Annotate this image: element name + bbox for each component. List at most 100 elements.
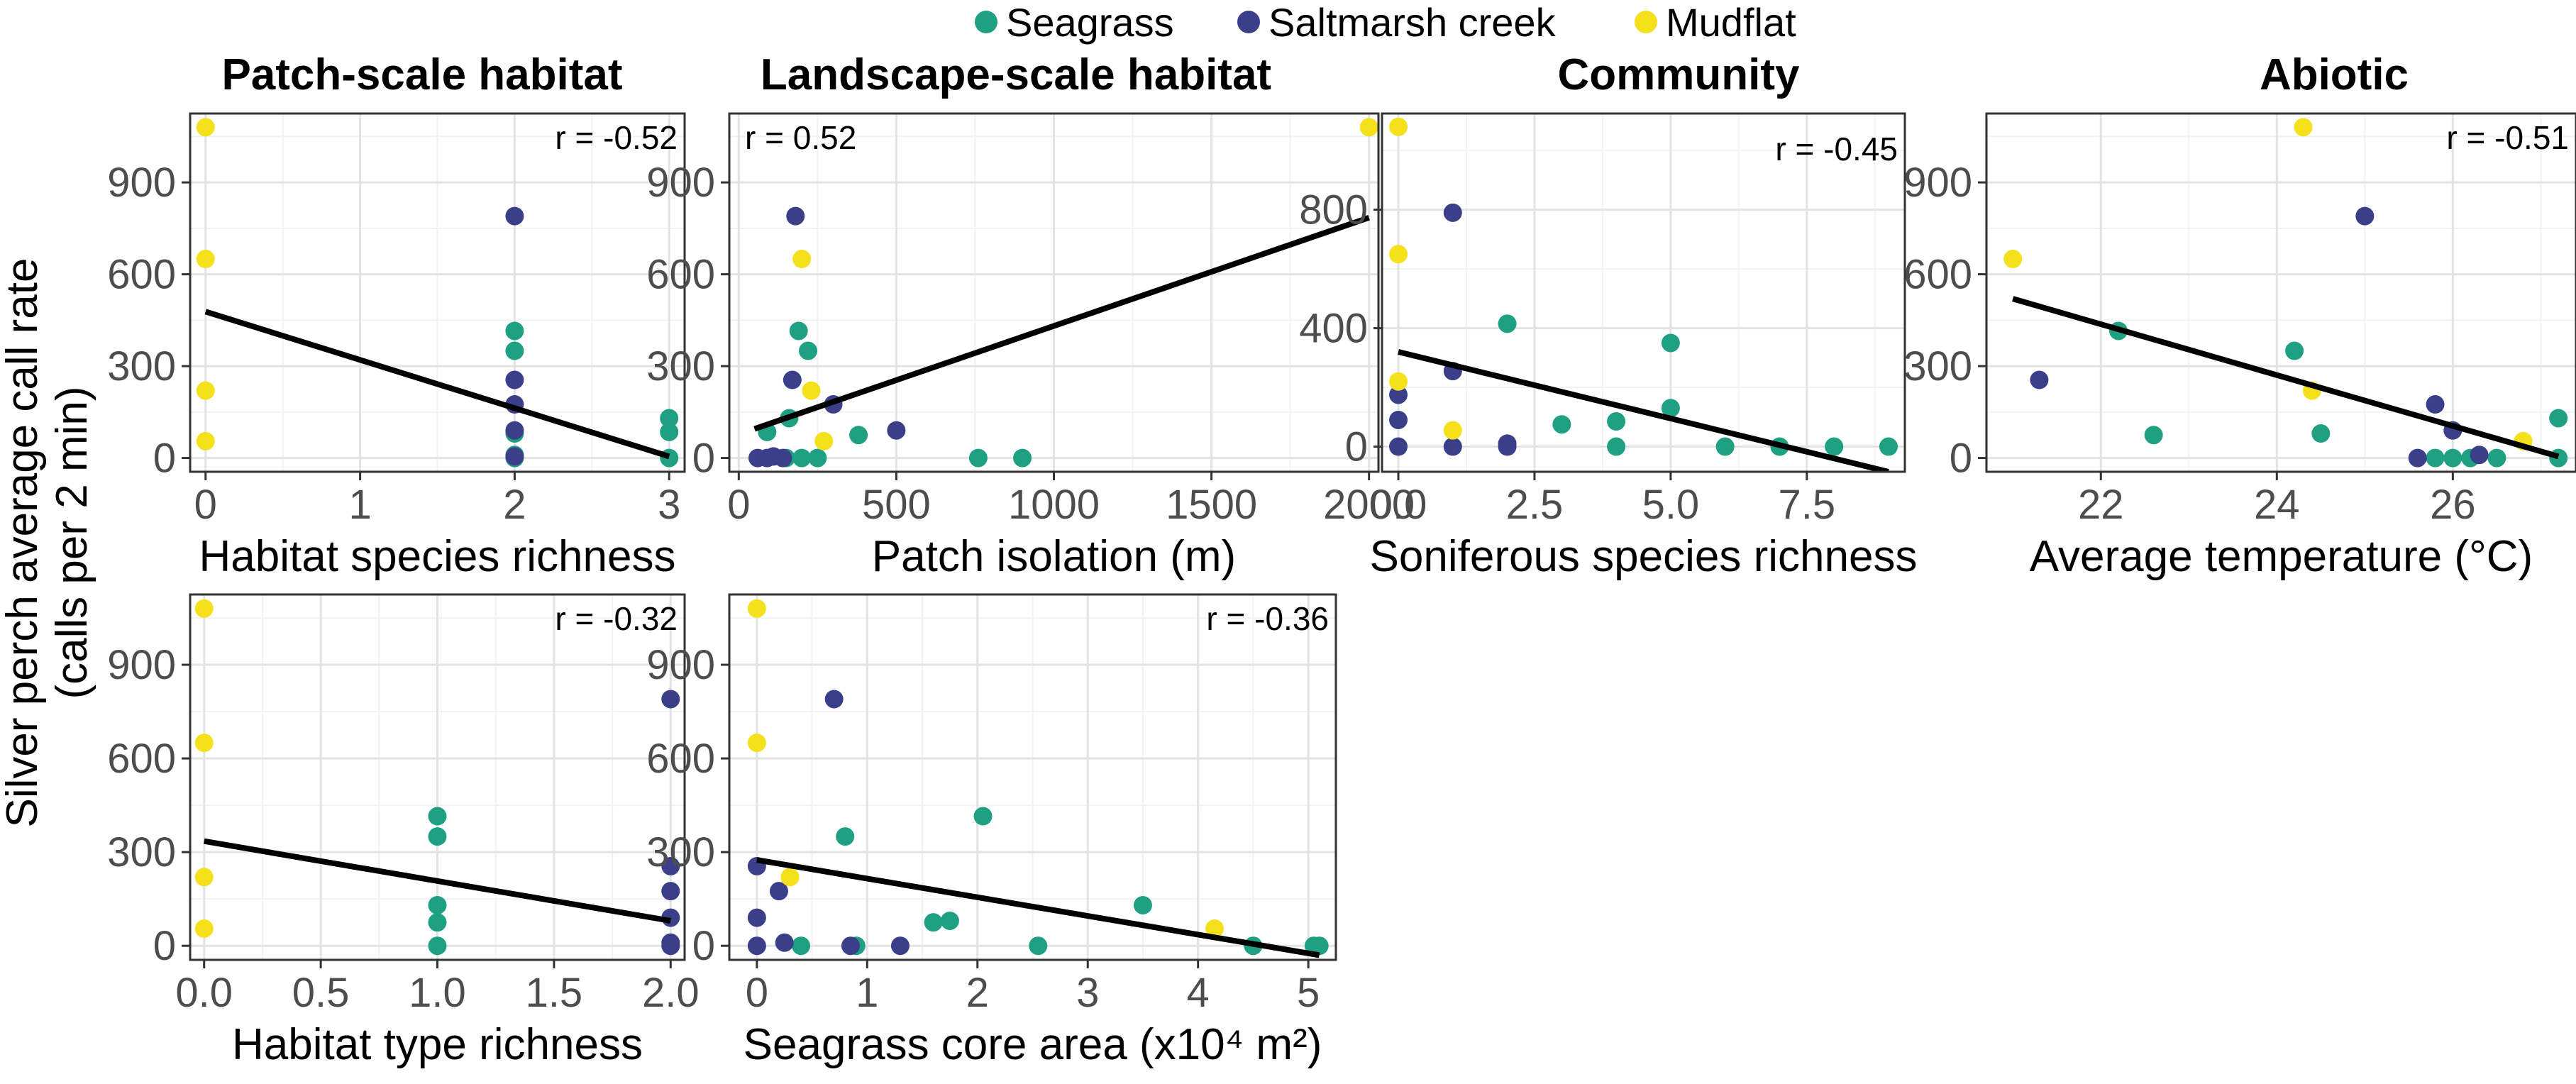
x-tick-label: 2.5 — [1506, 482, 1564, 528]
x-axis-label: Patch isolation (m) — [872, 532, 1236, 581]
point-saltmarsh-creek — [2470, 446, 2489, 465]
point-seagrass — [799, 341, 818, 360]
point-saltmarsh-creek — [890, 936, 910, 956]
x-tick-label: 1 — [856, 970, 878, 1016]
point-mudflat — [792, 250, 812, 269]
point-seagrass — [505, 321, 524, 341]
x-axis-label: Average temperature (°C) — [2030, 532, 2533, 581]
y-tick-label: 600 — [107, 252, 176, 298]
correlation-label: r = 0.52 — [745, 119, 856, 156]
point-mudflat — [196, 381, 215, 400]
panel-title: Landscape-scale habitat — [761, 50, 1271, 99]
point-mudflat — [814, 431, 834, 450]
point-saltmarsh-creek — [661, 882, 680, 901]
trend-line — [204, 838, 671, 924]
point-mudflat — [1359, 118, 1378, 137]
point-saltmarsh-creek — [661, 856, 680, 875]
point-saltmarsh-creek — [783, 370, 802, 389]
y-tick-label: 600 — [646, 252, 715, 298]
x-tick-label: 1.0 — [409, 970, 466, 1016]
x-tick-label: 7.5 — [1778, 482, 1835, 528]
point-seagrass — [2285, 341, 2304, 360]
x-tick-label: 2 — [966, 970, 989, 1016]
point-seagrass — [792, 936, 811, 956]
legend-key-saltmarsh-creek — [1237, 11, 1260, 33]
point-seagrass — [836, 827, 855, 846]
point-saltmarsh-creek — [505, 421, 524, 440]
panel-6: 0 1 2 3 4 5 0 300 600 900 r = -0.36 Seagrass core a… — [646, 593, 1337, 1069]
point-saltmarsh-creek — [1389, 437, 1408, 456]
x-axis-label: Habitat species richness — [199, 532, 676, 581]
y-axis-label-line1: Silver perch average call rate — [0, 258, 47, 828]
x-tick-label: 0.0 — [175, 970, 233, 1016]
y-tick-label: 300 — [107, 829, 176, 875]
panel-title: Abiotic — [2260, 50, 2409, 99]
point-saltmarsh-creek — [841, 936, 860, 956]
trend-line — [753, 214, 1370, 432]
legend-key-mudflat — [1635, 11, 1657, 33]
x-tick-label: 1000 — [1008, 482, 1100, 528]
point-seagrass — [1879, 437, 1898, 456]
data-points — [1389, 117, 1898, 456]
point-seagrass — [792, 448, 812, 468]
point-saltmarsh-creek — [661, 936, 680, 956]
point-saltmarsh-creek — [1498, 437, 1517, 456]
x-tick-label: 4 — [1187, 970, 1210, 1016]
x-tick-label: 22 — [2078, 482, 2124, 528]
point-saltmarsh-creek — [769, 882, 788, 901]
x-tick-label: 0 — [746, 970, 768, 1016]
y-axis-label-line2: (calls per 2 min) — [48, 387, 96, 699]
point-mudflat — [1389, 245, 1408, 264]
panel-3: 0.0 2.5 5.0 7.5 0 400 800 r = -0.45 Soniferous s… — [1299, 50, 1917, 581]
plot-background — [1986, 114, 2576, 472]
y-tick-label: 300 — [646, 829, 715, 875]
x-tick-label: 0.0 — [1370, 482, 1427, 528]
point-mudflat — [1389, 372, 1408, 391]
y-tick-label: 0 — [1950, 436, 1972, 482]
x-tick-label: 0.5 — [292, 970, 350, 1016]
point-mudflat — [194, 919, 214, 938]
x-tick-label: 0 — [727, 482, 750, 528]
point-mudflat — [196, 250, 215, 269]
y-tick-label: 600 — [646, 736, 715, 782]
x-axis-label: Habitat type richness — [232, 1020, 643, 1069]
panel-border — [728, 593, 1337, 961]
point-seagrass — [1133, 895, 1152, 914]
x-tick-label: 500 — [862, 482, 931, 528]
point-seagrass — [1607, 437, 1626, 456]
point-seagrass — [849, 426, 868, 445]
point-seagrass — [428, 895, 447, 914]
y-tick-label: 0 — [153, 436, 176, 482]
y-tick-label: 900 — [646, 642, 715, 688]
point-seagrass — [505, 341, 524, 360]
point-seagrass — [428, 807, 447, 826]
y-tick-label: 300 — [107, 343, 176, 389]
point-seagrass — [1552, 415, 1571, 434]
point-seagrass — [1310, 936, 1329, 956]
legend-label: Saltmarsh creek — [1268, 0, 1557, 45]
trend-line — [756, 857, 1320, 958]
point-seagrass — [968, 448, 988, 468]
point-saltmarsh-creek — [824, 690, 844, 709]
point-saltmarsh-creek — [505, 370, 524, 389]
point-mudflat — [1443, 421, 1462, 440]
legend: Seagrass Saltmarsh creek Mudflat — [975, 0, 1796, 45]
point-saltmarsh-creek — [747, 908, 766, 927]
point-saltmarsh-creek — [661, 690, 680, 709]
y-tick-label: 800 — [1299, 187, 1368, 233]
point-seagrass — [428, 827, 447, 846]
point-seagrass — [940, 911, 959, 930]
panel-4: 22 24 26 0 300 600 900 r = -0.51 Average tempera… — [1903, 50, 2576, 581]
panel-border — [1381, 112, 1906, 473]
point-seagrass — [789, 321, 808, 341]
point-mudflat — [194, 734, 214, 753]
panel-border — [189, 112, 686, 473]
y-tick-label: 900 — [107, 642, 176, 688]
point-saltmarsh-creek — [1389, 385, 1408, 404]
point-saltmarsh-creek — [2030, 370, 2049, 389]
point-mudflat — [747, 734, 766, 753]
correlation-label: r = -0.32 — [555, 600, 678, 637]
panel-border — [189, 593, 686, 961]
